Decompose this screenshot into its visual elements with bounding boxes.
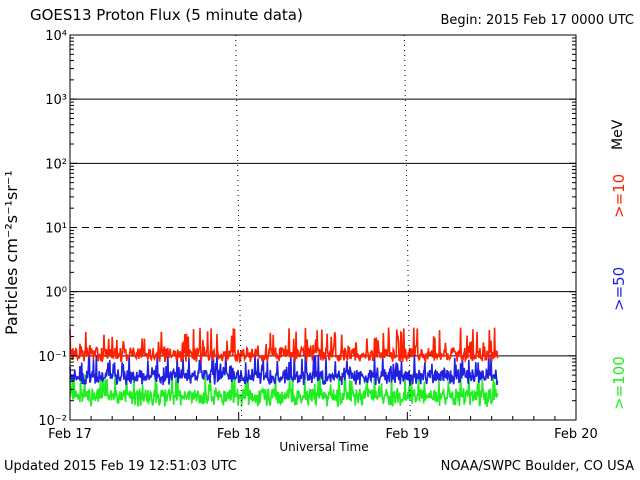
legend-series-50mev: >=50 [610,266,628,311]
updated-timestamp: Updated 2015 Feb 19 12:51:03 UTC [4,459,237,474]
y-tick-label: 10⁻² [38,414,67,429]
series-line-100mev [69,370,499,408]
series-line-10mev [69,327,499,364]
x-axis-title: Universal Time [279,440,369,454]
x-tick-label: Feb 20 [554,427,598,442]
series-line-50mev [69,351,499,386]
day-separator [403,34,411,421]
day-separator-ticks [235,34,411,421]
legend-unit: MeV [610,119,626,150]
chart-title: GOES13 Proton Flux (5 minute data) [30,6,303,24]
y-tick-label: 10⁰ [45,286,67,301]
begin-timestamp: Begin: 2015 Feb 17 0000 UTC [440,13,634,28]
x-tick-label: Feb 18 [217,427,261,442]
y-axis-title: Particles cm⁻²s⁻¹sr⁻¹ [2,170,21,335]
y-tick-label: 10¹ [45,222,67,237]
y-tick-label: 10⁴ [45,29,67,44]
x-tick-label: Feb 17 [48,427,92,442]
credit-label: NOAA/SWPC Boulder, CO USA [440,459,634,474]
legend-series-10mev: >=10 [610,173,628,218]
y-axis-ticks: 10⁻² 10⁻¹ 10⁰ 10¹ 10² 10³ 10⁴ [38,29,576,429]
y-tick-label: 10⁻¹ [38,350,67,365]
x-axis-ticks: Feb 17 Feb 18 Feb 19 Feb 20 [48,412,598,442]
x-tick-label: Feb 19 [385,427,429,442]
y-tick-label: 10² [45,157,67,172]
day-separator [235,34,243,421]
gridlines [70,98,576,357]
series-layer [69,327,499,408]
legend-series-100mev: >=100 [610,356,628,410]
y-tick-label: 10³ [45,93,67,108]
